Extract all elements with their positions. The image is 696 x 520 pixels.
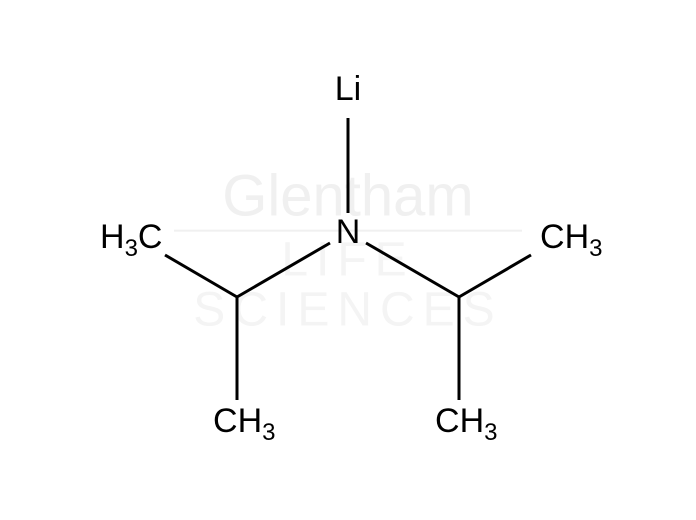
atom-label-CH3_dl: CH3 xyxy=(213,402,275,446)
atom-label-Li: Li xyxy=(335,70,361,108)
bond-group xyxy=(165,118,531,400)
atom-label-N: N xyxy=(336,213,361,251)
atom-label-CH3_ur: CH3 xyxy=(540,218,602,262)
bond-Cl-CH3ul xyxy=(165,255,237,297)
bond-Cr-CH3ur xyxy=(459,255,531,297)
bond-N-C_r xyxy=(366,243,459,297)
atom-label-H3C_ul: H3C xyxy=(100,218,162,262)
bond-N-C_l xyxy=(237,243,330,297)
diagram-canvas: Glentham LIFE SCIENCES LiNH3CCH3CH3CH3 xyxy=(0,0,696,520)
structure-svg: Li N H3C CH3 CH3 CH3 xyxy=(0,0,696,520)
atom-label-CH3_dr: CH3 xyxy=(435,402,497,446)
